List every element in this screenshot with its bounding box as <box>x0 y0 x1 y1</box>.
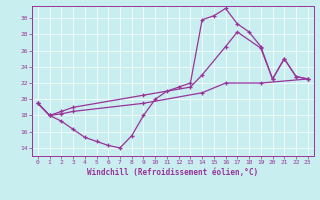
X-axis label: Windchill (Refroidissement éolien,°C): Windchill (Refroidissement éolien,°C) <box>87 168 258 177</box>
